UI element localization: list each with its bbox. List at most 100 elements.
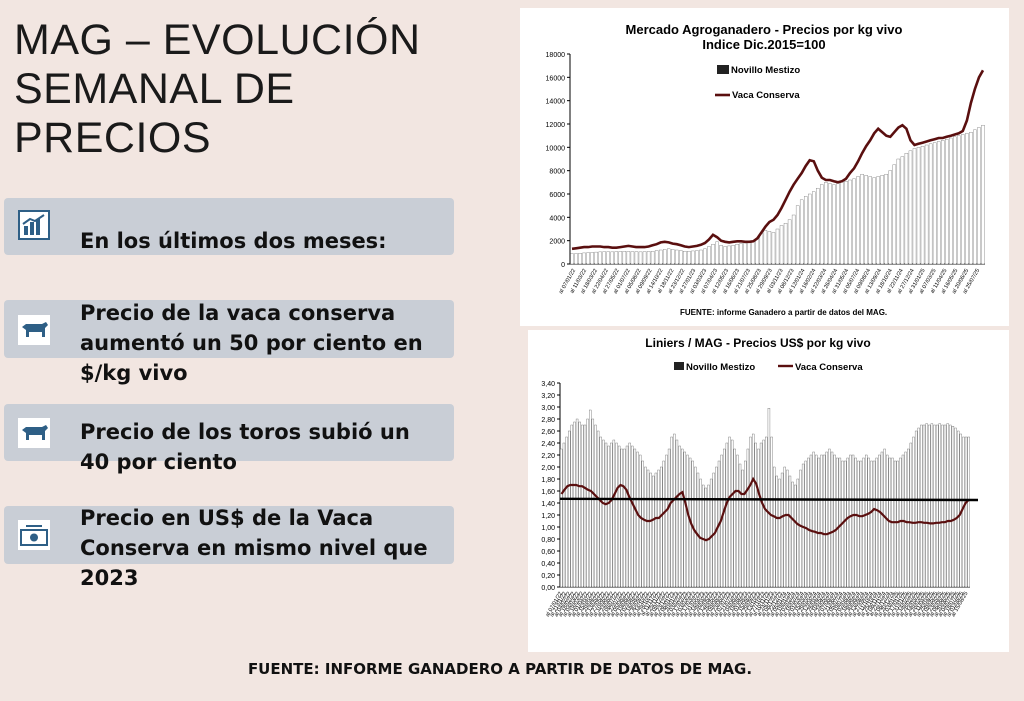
novillo-bar: [816, 187, 820, 265]
novillo-bar: [962, 436, 965, 588]
novillo-bar: [914, 430, 918, 588]
y-tick-label: 2,20: [541, 453, 555, 460]
novillo-bar: [779, 225, 784, 265]
novillo-bar: [920, 145, 925, 265]
novillo-bar: [719, 245, 723, 265]
novillo-bar: [598, 251, 602, 265]
novillo-bar: [686, 454, 689, 588]
novillo-bar: [836, 183, 840, 265]
novillo-bar: [634, 251, 639, 265]
novillo-bar: [938, 423, 941, 588]
novillo-bar: [791, 214, 796, 265]
novillo-bar: [925, 423, 928, 588]
y-tick-label: 8000: [549, 169, 565, 176]
novillo-bar: [749, 436, 752, 588]
novillo-bar: [694, 466, 697, 588]
novillo-bar: [741, 469, 744, 588]
y-tick-label: 12000: [546, 122, 566, 129]
novillo-bar: [803, 196, 808, 265]
novillo-bar: [638, 251, 643, 265]
cow-icon: [18, 418, 50, 448]
novillo-bar: [912, 436, 915, 588]
novillo-bar: [727, 245, 731, 265]
novillo-bar: [636, 451, 639, 588]
novillo-bar: [679, 250, 683, 265]
novillo-bar: [941, 424, 944, 588]
novillo-bar: [964, 436, 968, 588]
novillo-bar: [946, 423, 949, 588]
y-tick-label: 1,80: [541, 477, 555, 484]
novillo-bar: [762, 439, 765, 588]
novillo-bar: [586, 252, 590, 265]
novillo-bar: [602, 251, 606, 265]
novillo-bar: [825, 451, 828, 588]
novillo-bar: [862, 457, 865, 588]
novillo-bar: [699, 478, 702, 588]
novillo-bar: [771, 232, 776, 265]
novillo-bar: [747, 241, 752, 265]
money-icon: [18, 520, 50, 550]
novillo-bar: [867, 457, 870, 588]
novillo-bar: [606, 251, 610, 265]
novillo-bar: [788, 475, 792, 588]
novillo-bar: [780, 472, 784, 588]
novillo-bar: [830, 451, 834, 588]
novillo-bar: [675, 439, 679, 588]
novillo-bar: [754, 442, 757, 588]
novillo-bar: [851, 454, 855, 588]
y-tick-label: 6000: [549, 192, 565, 199]
bullet-text-4: Precio en US$ de la Vaca Conserva en mis…: [80, 506, 428, 590]
novillo-bar: [738, 463, 742, 588]
novillo-bar: [702, 484, 705, 588]
usd-chart: Liniers / MAG - Precios US$ por kg vivo …: [541, 336, 979, 618]
novillo-bar: [665, 454, 668, 588]
bullet-panel-2: [4, 300, 454, 358]
novillo-bar: [969, 131, 973, 265]
slide-footer: FUENTE: INFORME GANADERO A PARTIR DE DAT…: [247, 660, 753, 678]
novillo-bar: [864, 175, 868, 265]
y-tick-label: 0,60: [541, 549, 555, 556]
novillo-bar: [622, 250, 627, 265]
novillo-bar: [956, 430, 960, 588]
novillo-bar: [860, 173, 864, 265]
novillo-bar: [662, 249, 667, 265]
novillo-bar: [848, 179, 852, 265]
novillo-bar: [630, 251, 635, 265]
novillo-bar: [888, 170, 893, 265]
novillo-bar: [783, 222, 788, 265]
novillo-bar: [973, 129, 977, 265]
novillo-bar: [767, 408, 771, 588]
novillo-bar: [840, 182, 844, 265]
novillo-bar: [715, 241, 719, 265]
y-tick-label: 2,40: [541, 441, 555, 448]
novillo-bar: [928, 143, 933, 265]
novillo-bar: [578, 253, 582, 265]
novillo-bar: [820, 184, 824, 265]
novillo-bar: [875, 457, 878, 588]
novillo-bar: [707, 246, 711, 265]
chart-card-2: Liniers / MAG - Precios US$ por kg vivo …: [528, 330, 1009, 652]
novillo-bar: [808, 193, 812, 265]
novillo-bar: [642, 251, 647, 265]
novillo-bar: [591, 418, 595, 588]
legend2-novillo-swatch: [674, 362, 684, 370]
novillo-bar: [859, 460, 863, 588]
novillo-bar: [614, 251, 619, 265]
novillo-bar: [832, 184, 836, 265]
y-tick-label: 18000: [546, 52, 566, 59]
novillo-bar: [731, 245, 735, 265]
legend-vaca-label: Vaca Conserva: [732, 90, 800, 101]
novillo-bar: [723, 448, 726, 588]
novillo-bar: [849, 454, 852, 588]
novillo-bar: [917, 427, 920, 588]
novillo-bar: [735, 243, 739, 265]
novillo-bar: [575, 418, 579, 588]
novillo-bar: [928, 424, 931, 588]
novillo-bar: [786, 469, 789, 588]
novillo-bar: [880, 175, 884, 265]
novillo-bar: [852, 178, 856, 265]
novillo-bar: [820, 454, 823, 588]
novillo-bar: [878, 454, 881, 588]
novillo-bar: [650, 250, 655, 265]
novillo-bar: [783, 466, 786, 588]
